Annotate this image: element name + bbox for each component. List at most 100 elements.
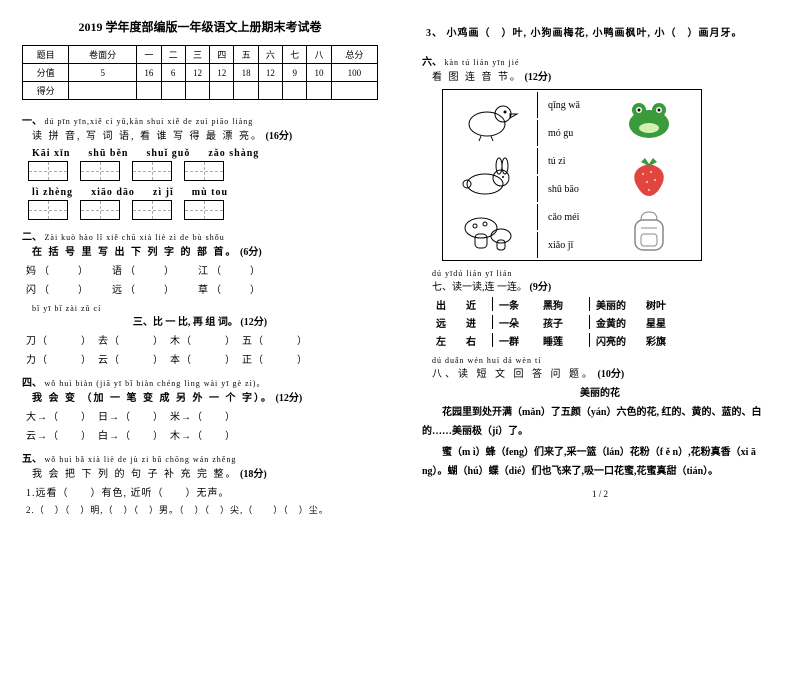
td: 12: [185, 64, 209, 82]
section-text: 看 图 连 音 节。: [432, 72, 522, 83]
write-box: [28, 161, 68, 181]
td: 16: [137, 64, 161, 82]
write-box: [28, 200, 68, 220]
td: [210, 82, 234, 100]
points: (18分): [240, 469, 267, 480]
match-item: 左: [426, 333, 456, 348]
section-8: dú duǎn wén huí dá wèn tí 八、读 短 文 回 答 问 …: [422, 356, 778, 481]
question-line: 大→（ ） 日→（ ） 米→（ ）: [26, 408, 378, 423]
pinyin-word: zǎo shàng: [208, 148, 259, 159]
write-box: [184, 161, 224, 181]
th: 一: [137, 46, 161, 64]
section-text: 读 拼 音, 写 词 语, 看 谁 写 得 最 漂 亮。: [32, 131, 263, 142]
question-line: 云→（ ） 白→（ ） 木→（ ）: [26, 427, 378, 442]
section-num: 六、: [422, 57, 442, 68]
th: 二: [161, 46, 185, 64]
match-item: 星星: [646, 315, 686, 330]
question-line: 刀（ ） 去（ ） 木（ ） 五（ ）: [26, 332, 378, 347]
table-row: 得分: [23, 82, 378, 100]
match-item: 孩子: [543, 315, 583, 330]
passage-p1: 花园里到处开满（mǎn）了五颜（yán）六色的花, 红的、黄的、蓝的、白的……美…: [422, 403, 778, 441]
section-1: 一、 dú pīn yīn,xiě cí yǔ,kàn shuí xiě de …: [22, 112, 378, 220]
match-item: 黑狗: [543, 297, 583, 312]
th: 总分: [331, 46, 377, 64]
label: tú zi: [537, 148, 607, 174]
question-line: 2.（ ）（ ）明,（ ）（ ）男。（ ）（ ）尖,（ ）（ ）尘。: [26, 503, 378, 516]
td: 12: [210, 64, 234, 82]
section-pinyin: wǒ huì bǎ xià liè de jù zi bǔ chōng wán …: [45, 455, 237, 464]
section-7: dú yīdú lián yī lián 七、读一读,连 一连。 (9分) 出 …: [422, 269, 778, 348]
table-row: 题目 卷面分 一 二 三 四 五 六 七 八 总分: [23, 46, 378, 64]
td: [137, 82, 161, 100]
points: (12分): [525, 72, 552, 83]
match-item: 近: [456, 297, 486, 312]
th: 三: [185, 46, 209, 64]
pinyin-word: mù tou: [192, 187, 228, 198]
frog-icon: [609, 92, 699, 146]
td: 100: [331, 64, 377, 82]
td: 5: [69, 64, 137, 82]
points: (12分): [240, 317, 267, 328]
td: [307, 82, 331, 100]
question-3: 3、 小鸡画（ ）叶, 小狗画梅花, 小鸭画枫叶, 小（ ）画月牙。: [426, 24, 778, 39]
page-footer: 1 / 2: [422, 489, 778, 499]
strawberry-icon: [609, 148, 699, 202]
td: [185, 82, 209, 100]
pinyin-word: shuǐ guǒ: [146, 148, 190, 159]
match-item: 进: [456, 315, 486, 330]
question-line: 力（ ） 云（ ） 本（ ） 正（ ）: [26, 351, 378, 366]
match-item: 一群: [499, 333, 543, 348]
match-item: 闪亮的: [596, 333, 646, 348]
section-pinyin: bǐ yī bǐ zài zǔ cí: [32, 304, 378, 313]
write-box: [132, 161, 172, 181]
label: cǎo méi: [537, 204, 607, 230]
section-pinyin: kàn tú lián yīn jié: [445, 58, 520, 67]
td: 6: [161, 64, 185, 82]
write-box: [80, 161, 120, 181]
match-item: 一条: [499, 297, 543, 312]
section-pinyin: dú duǎn wén huí dá wèn tí: [432, 356, 778, 365]
section-title: 三、比 一 比, 再 组 词。: [133, 317, 238, 328]
match-item: 金黄的: [596, 315, 646, 330]
td: [258, 82, 282, 100]
label: mó gu: [537, 120, 607, 146]
rabbit-icon: [445, 148, 535, 202]
left-column: 2019 学年度部编版一年级语文上册期末考试卷 题目 卷面分 一 二 三 四 五…: [0, 0, 400, 694]
score-table: 题目 卷面分 一 二 三 四 五 六 七 八 总分 分值 5 16 6 12 1…: [22, 45, 378, 100]
td: 分值: [23, 64, 69, 82]
section-4: 四、 wǒ huì biàn (jiā yī bǐ biàn chéng lìn…: [22, 374, 378, 442]
th: 八: [307, 46, 331, 64]
td: [283, 82, 307, 100]
page-title: 2019 学年度部编版一年级语文上册期末考试卷: [22, 18, 378, 35]
section-6: 六、 kàn tú lián yīn jié 看 图 连 音 节。 (12分) …: [422, 53, 778, 261]
pinyin-word: lì zhèng: [32, 187, 73, 198]
section-num: 四、: [22, 378, 42, 389]
mushroom-icon: [445, 204, 535, 258]
td: 得分: [23, 82, 69, 100]
th: 五: [234, 46, 258, 64]
td: [69, 82, 137, 100]
td: [331, 82, 377, 100]
match-item: 美丽的: [596, 297, 646, 312]
chick-icon: [445, 92, 535, 146]
table-row: 分值 5 16 6 12 12 18 12 9 10 100: [23, 64, 378, 82]
match-item: 一朵: [499, 315, 543, 330]
match-item: 右: [456, 333, 486, 348]
match-item: 彩旗: [646, 333, 686, 348]
points: (10分): [598, 369, 625, 380]
points: (9分): [530, 282, 552, 293]
section-num: 二、: [22, 232, 42, 243]
label: qīng wā: [537, 92, 607, 118]
section-5: 五、 wǒ huì bǎ xià liè de jù zi bǔ chōng w…: [22, 450, 378, 516]
question-line: 1.远看（ ）有色, 近听（ ）无声。: [26, 484, 378, 499]
passage-p2: 蜜（m ì）蜂（feng）们来了,采一篮（lán）花粉（f ě n）,花粉真香（…: [422, 443, 778, 481]
backpack-icon: [609, 204, 699, 258]
td: 18: [234, 64, 258, 82]
td: 9: [283, 64, 307, 82]
td: [234, 82, 258, 100]
section-pinyin: dú yīdú lián yī lián: [432, 269, 778, 278]
th: 七: [283, 46, 307, 64]
points: (12分): [276, 393, 303, 404]
section-title: 八、读 短 文 回 答 问 题。: [432, 369, 595, 380]
write-box: [80, 200, 120, 220]
